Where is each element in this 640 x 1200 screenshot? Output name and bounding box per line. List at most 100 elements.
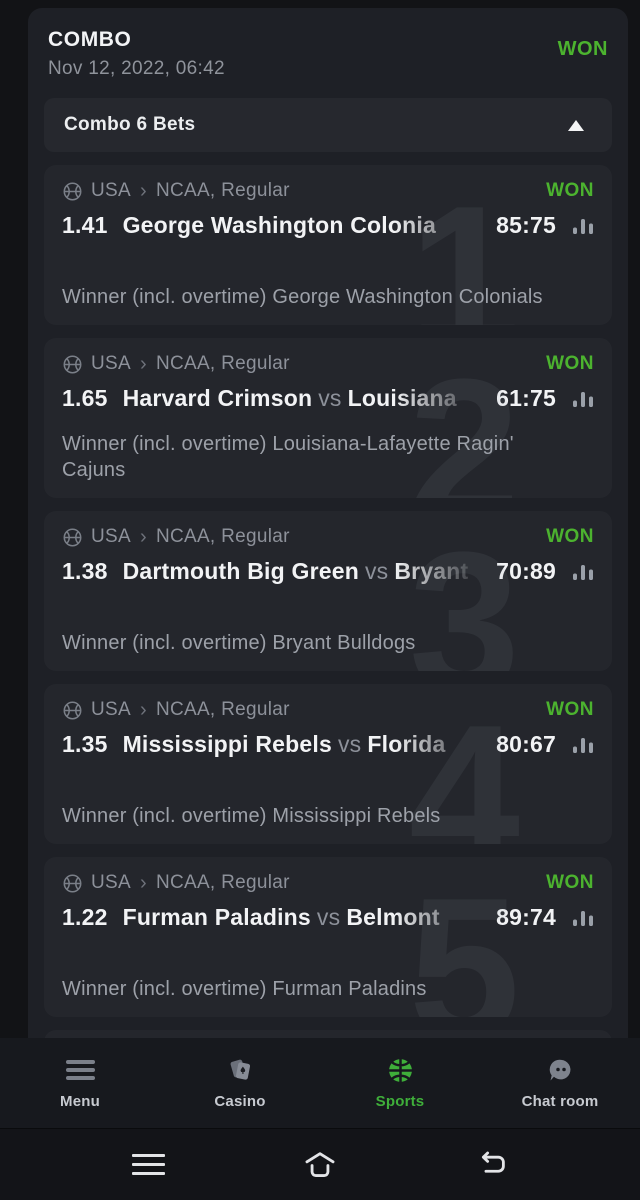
bet-status-badge: WON xyxy=(546,699,594,720)
nav-item-casino[interactable]: Casino xyxy=(160,1056,320,1110)
bet-status-badge: WON xyxy=(546,353,594,374)
android-menu-button[interactable] xyxy=(132,1154,165,1175)
collapse-triangle-icon xyxy=(568,119,584,131)
league-competition: NCAA, Regular xyxy=(155,180,290,201)
bet-status-badge: WON xyxy=(546,180,594,201)
match-name: Harvard Crimson vs Louisiana xyxy=(123,385,491,412)
combo-title: COMBO xyxy=(48,28,132,51)
bar-chart-icon xyxy=(573,564,593,580)
basketball-outline-icon xyxy=(63,182,82,200)
android-home-button[interactable] xyxy=(303,1150,337,1180)
bar-chart-icon xyxy=(573,737,593,753)
league-country: USA xyxy=(91,526,131,547)
vs-label xyxy=(436,212,448,238)
match-score: 85:75 xyxy=(496,212,556,238)
vs-label: vs xyxy=(318,385,342,411)
team2: Florida xyxy=(367,731,446,757)
team2: Bryant xyxy=(394,558,469,584)
match-name: Mississippi Rebels vs Florida xyxy=(123,731,491,758)
stats-button[interactable] xyxy=(572,389,594,409)
match-name: Furman Paladins vs Belmont xyxy=(123,904,491,931)
basketball-outline-icon xyxy=(63,528,82,546)
casino-cards-icon xyxy=(226,1056,254,1084)
league-competition: NCAA, Regular xyxy=(155,353,290,374)
league-country: USA xyxy=(91,872,131,893)
bet-market: Winner (incl. overtime) Louisiana-Lafaye… xyxy=(62,433,514,481)
menu-icon xyxy=(132,1154,165,1175)
bet-market: Winner (incl. overtime) George Washingto… xyxy=(62,286,543,308)
league-country: USA xyxy=(91,353,131,374)
combo-bets-label: Combo 6 Bets xyxy=(64,114,196,135)
league-row: USA › NCAA, Regular WON xyxy=(62,526,594,548)
team1: Dartmouth Big Green xyxy=(122,558,359,584)
bar-chart-icon xyxy=(573,391,593,407)
android-system-bar xyxy=(0,1128,640,1200)
nav-item-sports[interactable]: Sports xyxy=(320,1056,480,1110)
bet-odds: 1.22 xyxy=(62,904,108,930)
nav-item-chat-room[interactable]: Chat room xyxy=(480,1056,640,1110)
league-row: USA › NCAA, Regular WON xyxy=(62,180,594,202)
bet-odds: 1.35 xyxy=(62,731,108,757)
bet-market: Winner (incl. overtime) Furman Paladins xyxy=(62,978,427,1000)
bottom-navigation: Menu Casino Sports Chat room xyxy=(0,1038,640,1128)
league-competition: NCAA, Regular xyxy=(155,872,290,893)
team1: Mississippi Rebels xyxy=(122,731,332,757)
match-name: Dartmouth Big Green vs Bryant xyxy=(123,558,491,585)
bet-main-row: 1.35 Mississippi Rebels vs Florida 80:67 xyxy=(62,731,594,758)
stats-button[interactable] xyxy=(572,908,594,928)
bet-card[interactable]: 1 USA › NCAA, Regular WON 1.41 George Wa… xyxy=(44,165,612,325)
team1: Furman Paladins xyxy=(122,904,311,930)
bet-card-partial[interactable] xyxy=(44,1030,612,1038)
league-row: USA › NCAA, Regular WON xyxy=(62,699,594,721)
team1: Harvard Crimson xyxy=(122,385,313,411)
chevron-right-icon: › xyxy=(139,699,147,721)
chevron-right-icon: › xyxy=(139,353,147,375)
nav-label: Chat room xyxy=(521,1093,599,1110)
bar-chart-icon xyxy=(573,218,593,234)
basketball-outline-icon xyxy=(63,701,82,719)
league-row: USA › NCAA, Regular WON xyxy=(62,353,594,375)
stats-button[interactable] xyxy=(572,562,594,582)
combo-status-badge: WON xyxy=(557,38,608,60)
match-score: 61:75 xyxy=(496,385,556,411)
bet-history-panel: COMBO Nov 12, 2022, 06:42 WON Combo 6 Be… xyxy=(28,8,628,1038)
chevron-right-icon: › xyxy=(139,526,147,548)
android-back-button[interactable] xyxy=(474,1151,508,1178)
bet-card[interactable]: 2 USA › NCAA, Regular WON 1.65 Harvard C… xyxy=(44,338,612,498)
vs-label: vs xyxy=(316,904,341,930)
league-row: USA › NCAA, Regular WON xyxy=(62,872,594,894)
match-score: 70:89 xyxy=(496,558,556,584)
nav-label: Casino xyxy=(214,1093,266,1110)
league-country: USA xyxy=(91,699,131,720)
nav-item-menu[interactable]: Menu xyxy=(0,1056,160,1110)
match-score: 80:67 xyxy=(496,731,556,757)
bet-status-badge: WON xyxy=(546,872,594,893)
bet-odds: 1.41 xyxy=(62,212,108,238)
back-icon xyxy=(481,1151,505,1173)
bet-main-row: 1.22 Furman Paladins vs Belmont 89:74 xyxy=(62,904,594,931)
combo-header: COMBO Nov 12, 2022, 06:42 WON xyxy=(44,24,612,80)
bet-market: Winner (incl. overtime) Mississippi Rebe… xyxy=(62,805,441,827)
bet-card[interactable]: 5 USA › NCAA, Regular WON 1.22 Furman Pa… xyxy=(44,857,612,1017)
team1: George Washington Colonia xyxy=(122,212,436,238)
bet-main-row: 1.65 Harvard Crimson vs Louisiana 61:75 xyxy=(62,385,594,412)
vs-label: vs xyxy=(337,731,362,757)
basketball-icon xyxy=(387,1056,414,1084)
combo-bets-collapse-bar[interactable]: Combo 6 Bets xyxy=(44,98,612,152)
bet-odds: 1.38 xyxy=(62,558,108,584)
home-icon xyxy=(305,1151,334,1177)
match-score: 89:74 xyxy=(496,904,556,930)
bet-main-row: 1.41 George Washington Colonia 85:75 xyxy=(62,212,594,239)
stats-button[interactable] xyxy=(572,735,594,755)
league-competition: NCAA, Regular xyxy=(155,526,290,547)
league-competition: NCAA, Regular xyxy=(155,699,290,720)
bet-card[interactable]: 3 USA › NCAA, Regular WON 1.38 Dartmouth… xyxy=(44,511,612,671)
combo-date: Nov 12, 2022, 06:42 xyxy=(48,58,225,79)
bet-card[interactable]: 4 USA › NCAA, Regular WON 1.35 Mississip… xyxy=(44,684,612,844)
chat-bubble-icon xyxy=(547,1056,574,1084)
nav-label: Sports xyxy=(375,1093,425,1110)
stats-button[interactable] xyxy=(572,216,594,236)
basketball-outline-icon xyxy=(63,874,82,892)
basketball-outline-icon xyxy=(63,355,82,373)
team2: Belmont xyxy=(346,904,440,930)
